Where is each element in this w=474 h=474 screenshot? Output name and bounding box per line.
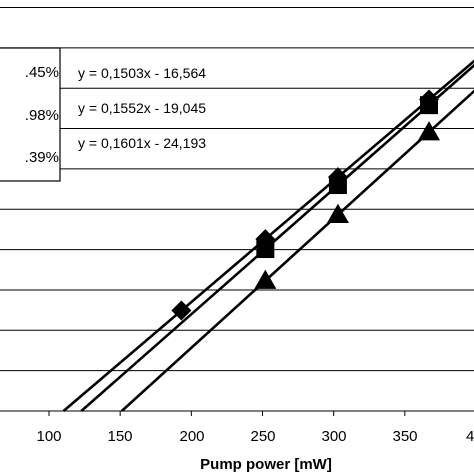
series-3-point — [254, 269, 277, 289]
legend-entry-1: .45% — [25, 64, 59, 81]
x-tick-label: 4 — [466, 428, 474, 445]
legend-box: .45% .98% .39% — [0, 47, 61, 182]
x-tick-label: 250 — [250, 428, 275, 445]
markers-layer — [171, 89, 441, 321]
series-1-point — [171, 300, 192, 321]
series-2-point — [328, 176, 347, 195]
equation-label-1: y = 0,1503x - 16,564 — [78, 65, 206, 81]
fit-line-1 — [62, 59, 474, 412]
gridlines — [0, 7, 474, 416]
series-3-point — [326, 203, 349, 223]
series-3-point — [418, 121, 441, 141]
x-tick-label: 150 — [107, 428, 132, 445]
x-axis-ticks: 100 150 200 250 300 350 4 — [36, 428, 474, 445]
equation-labels: y = 0,1503x - 16,564 y = 0,1552x - 19,04… — [78, 65, 206, 151]
series-2-point — [256, 240, 275, 259]
legend-entry-3: .39% — [25, 149, 59, 166]
x-tick-label: 100 — [36, 428, 61, 445]
x-tick-label: 300 — [321, 428, 346, 445]
x-axis-title: Pump power [mW] — [200, 456, 332, 473]
equation-label-3: y = 0,1601x - 24,193 — [78, 135, 206, 151]
x-tick-label: 350 — [392, 428, 417, 445]
fit-line-3 — [120, 89, 474, 412]
series-2-point — [420, 96, 439, 115]
legend-entry-2: .98% — [25, 107, 59, 124]
x-tick-label: 200 — [179, 428, 204, 445]
equation-label-2: y = 0,1552x - 19,045 — [78, 100, 206, 116]
